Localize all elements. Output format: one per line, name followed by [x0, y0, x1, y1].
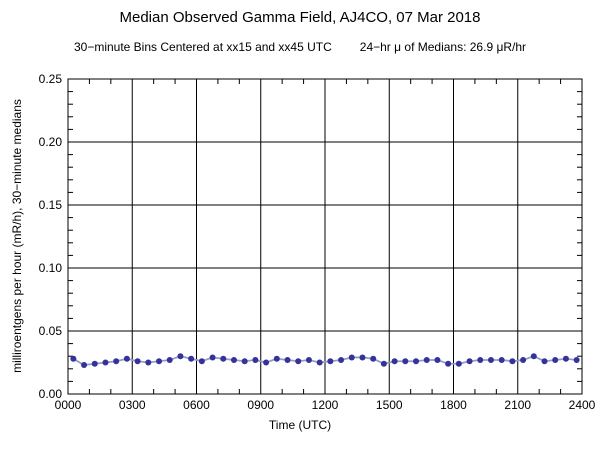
y-tick-label: 0.10: [39, 261, 63, 275]
data-point: [91, 360, 98, 367]
data-point: [230, 356, 237, 363]
plot-frame: [67, 78, 583, 395]
chart-subtitle: 30−minute Bins Centered at xx15 and xx45…: [0, 40, 600, 54]
data-point: [552, 356, 559, 363]
data-point: [284, 356, 291, 363]
x-tick-label: 0900: [247, 398, 274, 412]
x-axis-label: Time (UTC): [268, 418, 332, 432]
x-tick-label: 0600: [183, 398, 210, 412]
data-point: [102, 359, 109, 366]
data-point: [380, 360, 387, 367]
data-point: [466, 358, 473, 365]
data-point: [434, 356, 441, 363]
data-point: [305, 356, 312, 363]
data-point: [509, 358, 516, 365]
data-point: [198, 358, 205, 365]
data-point: [220, 355, 227, 362]
data-point: [370, 355, 377, 362]
data-point: [477, 356, 484, 363]
x-tick-label: 1800: [440, 398, 467, 412]
data-point: [166, 356, 173, 363]
data-point: [562, 355, 569, 362]
data-point: [241, 358, 248, 365]
data-point: [145, 359, 152, 366]
chart-title: Median Observed Gamma Field, AJ4CO, 07 M…: [119, 9, 481, 26]
data-point: [455, 360, 462, 367]
x-tick-label: 0300: [119, 398, 146, 412]
data-point: [113, 358, 120, 365]
y-tick-label: 0.15: [39, 198, 63, 212]
y-tick-label: 0.05: [39, 324, 63, 338]
x-tick-label: 0000: [55, 398, 82, 412]
data-point: [177, 353, 184, 360]
data-point: [487, 356, 494, 363]
data-point: [338, 356, 345, 363]
data-point: [188, 355, 195, 362]
data-point: [445, 360, 452, 367]
x-tick-label: 1500: [376, 398, 403, 412]
data-point: [252, 356, 259, 363]
data-point: [573, 356, 580, 363]
y-tick-label: 0.20: [39, 135, 63, 149]
y-tick-label: 0.25: [39, 72, 63, 86]
data-point: [273, 355, 280, 362]
y-tick-label: 0.00: [39, 387, 63, 401]
data-point: [70, 355, 77, 362]
x-tick-label: 2400: [569, 398, 596, 412]
data-point: [391, 358, 398, 365]
x-tick-label: 1200: [312, 398, 339, 412]
data-point: [295, 358, 302, 365]
data-point: [498, 356, 505, 363]
data-point: [316, 359, 323, 366]
data-point: [134, 358, 141, 365]
subtitle-mean-label: 24−hr μ of Medians: 26.9 μR/hr: [359, 40, 527, 54]
data-point: [541, 358, 548, 365]
data-point: [530, 353, 537, 360]
data-point: [263, 359, 270, 366]
data-point: [156, 358, 163, 365]
data-point: [123, 355, 130, 362]
data-point: [359, 354, 366, 361]
x-tick-label: 2100: [504, 398, 531, 412]
data-point: [209, 354, 216, 361]
data-point: [402, 358, 409, 365]
data-point: [413, 358, 420, 365]
data-point: [348, 354, 355, 361]
data-point: [423, 356, 430, 363]
data-point: [327, 358, 334, 365]
y-axis-label: milliroentgens per hour (mR/h), 30−minut…: [10, 99, 24, 373]
subtitle-bins-label: 30−minute Bins Centered at xx15 and xx45…: [73, 40, 332, 54]
data-point: [81, 362, 88, 369]
data-point: [520, 356, 527, 363]
